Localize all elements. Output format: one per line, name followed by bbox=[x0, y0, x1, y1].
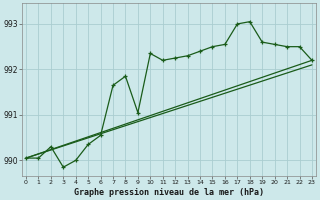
X-axis label: Graphe pression niveau de la mer (hPa): Graphe pression niveau de la mer (hPa) bbox=[74, 188, 264, 197]
